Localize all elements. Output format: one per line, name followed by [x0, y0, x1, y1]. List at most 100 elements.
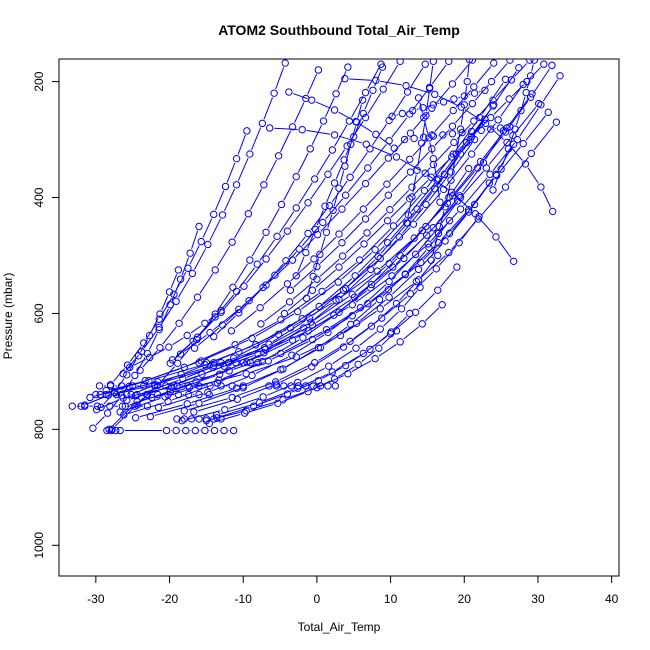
data-point [265, 340, 273, 348]
series-segment [173, 344, 191, 361]
series-segment [452, 207, 473, 231]
series-segment [238, 321, 278, 344]
series-segment [344, 186, 363, 207]
data-point [417, 258, 425, 267]
series-segment [413, 151, 430, 170]
series-segment [259, 239, 275, 261]
data-point [352, 117, 360, 126]
series-segment [194, 248, 207, 270]
data-point [439, 185, 448, 194]
data-point [81, 402, 89, 410]
data-point [175, 319, 183, 327]
data-point [441, 237, 449, 245]
series-segment [373, 239, 397, 267]
data-point [280, 309, 289, 318]
data-point [467, 150, 476, 158]
series-segment [429, 65, 434, 85]
series-segment [228, 397, 259, 409]
data-point [406, 129, 415, 137]
data-point [428, 104, 436, 112]
data-point [180, 415, 188, 423]
series-segment [434, 113, 451, 132]
series-segment [226, 162, 236, 183]
data-point [183, 331, 191, 340]
series-segment [298, 182, 313, 205]
data-point [445, 229, 454, 238]
data-point [489, 96, 497, 104]
series-segment [453, 142, 473, 169]
series-segment [316, 153, 331, 176]
data-point [308, 363, 316, 371]
data-point [102, 390, 110, 399]
data-point [325, 201, 334, 210]
data-point [439, 98, 448, 106]
data-point [112, 390, 121, 399]
data-point [379, 85, 387, 93]
series-segment [272, 341, 309, 360]
series-segment [464, 86, 468, 101]
data-point [341, 191, 350, 199]
x-tick-label: 30 [531, 592, 545, 606]
data-point [231, 341, 239, 349]
data-point [369, 86, 377, 94]
data-point [390, 144, 398, 152]
series-segment [418, 229, 437, 252]
series-profile [97, 266, 183, 412]
data-point [422, 200, 430, 209]
series-segment [429, 142, 433, 155]
data-point [429, 154, 438, 163]
data-point [530, 59, 538, 64]
data-point [173, 415, 181, 423]
series-segment [403, 326, 420, 340]
data-point [308, 286, 317, 294]
series-segment [380, 240, 412, 269]
y-tick-label: 800 [32, 419, 46, 439]
data-point [330, 106, 339, 114]
data-point [468, 59, 477, 64]
series-segment [431, 223, 448, 245]
data-point [526, 93, 535, 101]
data-point [228, 382, 236, 390]
series-segment [380, 226, 405, 254]
data-point [120, 411, 128, 419]
data-point [328, 368, 337, 376]
series-segment [202, 218, 213, 238]
data-point [165, 343, 173, 351]
data-point [131, 402, 139, 410]
series-profile [205, 327, 401, 428]
series-segment [233, 217, 247, 239]
series-segment [351, 96, 364, 118]
data-point [412, 277, 421, 286]
series-segment [200, 363, 243, 381]
series-segment [412, 137, 430, 157]
series-segment [396, 193, 422, 223]
data-point [490, 101, 498, 109]
series-segment [277, 252, 297, 273]
data-point [282, 256, 290, 265]
data-point [92, 405, 101, 414]
data-point [313, 383, 321, 392]
data-point [162, 382, 170, 390]
data-point [441, 203, 449, 211]
series-segment [374, 306, 394, 324]
series-segment [373, 261, 401, 286]
data-point [245, 296, 253, 305]
data-point [364, 164, 372, 172]
data-point [471, 210, 480, 218]
series-segment [436, 145, 452, 162]
data-point [358, 96, 367, 104]
series-segment [493, 101, 507, 115]
data-point [526, 59, 534, 64]
data-point [126, 363, 134, 372]
series-segment [307, 280, 313, 295]
data-point [470, 117, 478, 125]
data-point [321, 202, 329, 210]
data-point [324, 382, 332, 390]
data-point [204, 240, 212, 249]
series-segment [172, 337, 184, 346]
data-point [274, 399, 282, 407]
series-segment [377, 217, 406, 247]
data-point [306, 145, 314, 153]
y-axis-label: Pressure (mbar) [1, 273, 15, 360]
